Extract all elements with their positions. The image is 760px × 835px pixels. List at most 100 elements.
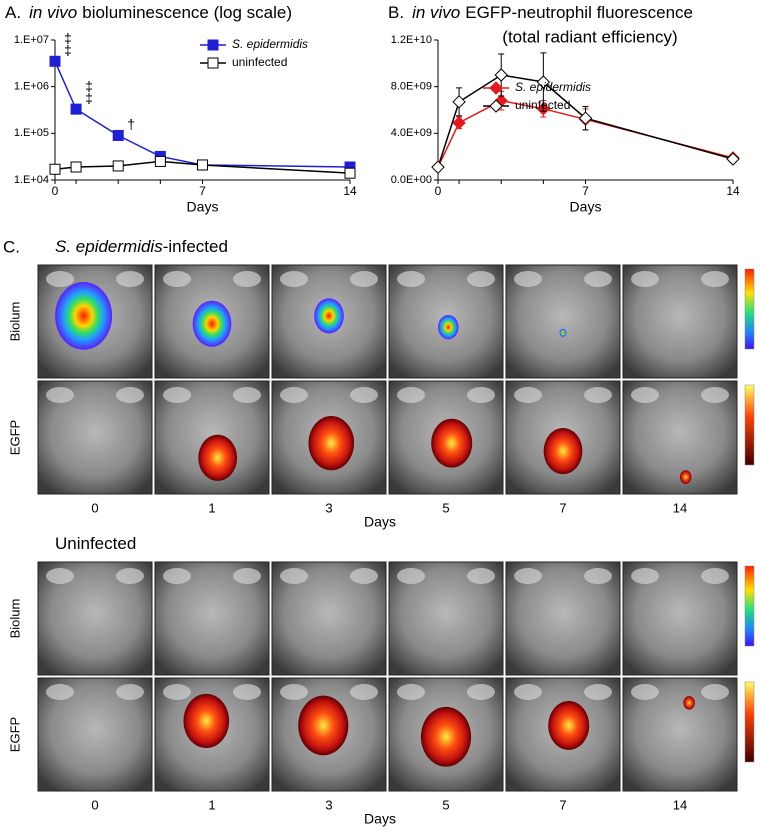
data-point bbox=[494, 68, 508, 82]
ear bbox=[397, 568, 425, 584]
day-label: 3 bbox=[325, 500, 332, 515]
ear bbox=[701, 387, 729, 403]
y-tick-label: 1.E+04 bbox=[14, 174, 49, 186]
day-label: 1 bbox=[208, 500, 215, 515]
signal-overlay bbox=[680, 470, 692, 484]
day-label: 7 bbox=[559, 797, 566, 812]
ear bbox=[467, 387, 495, 403]
ear bbox=[233, 684, 261, 700]
legend-label: uninfected bbox=[515, 98, 570, 112]
title-text: EGFP-neutrophil fluorescence bbox=[465, 3, 693, 22]
day-label: 5 bbox=[442, 797, 449, 812]
ear bbox=[584, 387, 612, 403]
ear bbox=[397, 684, 425, 700]
row-label: EGFP bbox=[7, 420, 22, 455]
x-tick-label: 0 bbox=[435, 184, 442, 198]
x-tick-label: 0 bbox=[52, 184, 59, 198]
row-label: Biolum bbox=[7, 599, 22, 639]
ear bbox=[116, 271, 144, 287]
legend-marker bbox=[207, 57, 219, 69]
ear bbox=[163, 684, 191, 700]
x-tick-label: 14 bbox=[726, 184, 740, 198]
signal-overlay bbox=[420, 706, 472, 767]
ear bbox=[631, 271, 659, 287]
y-tick-label: 8.0E+09 bbox=[391, 81, 432, 93]
signal-overlay bbox=[314, 298, 344, 334]
ear bbox=[350, 568, 378, 584]
legend-label: S. epidermidis bbox=[515, 80, 591, 94]
ear bbox=[350, 387, 378, 403]
signal-overlay bbox=[431, 418, 473, 468]
annotation: ‡ bbox=[64, 42, 72, 58]
ear bbox=[280, 684, 308, 700]
day-label: 3 bbox=[325, 797, 332, 812]
data-point bbox=[431, 160, 445, 174]
data-point bbox=[70, 161, 82, 173]
signal-overlay bbox=[192, 300, 232, 347]
ear bbox=[233, 387, 261, 403]
ear bbox=[514, 684, 542, 700]
group-title-text: Uninfected bbox=[55, 534, 136, 553]
data-point bbox=[70, 103, 82, 115]
ear bbox=[514, 568, 542, 584]
legend-label: uninfected bbox=[232, 55, 287, 69]
data-point bbox=[452, 116, 466, 130]
day-label: 0 bbox=[91, 500, 98, 515]
color-scale bbox=[744, 268, 755, 350]
x-axis-title: Days bbox=[364, 514, 396, 530]
group-title-italic: S. epidermidis bbox=[55, 237, 163, 256]
data-point bbox=[344, 167, 356, 179]
signal-overlay bbox=[298, 695, 349, 756]
chart-title: A. in vivo bioluminescence (log scale) bbox=[5, 3, 292, 22]
title-italic: in vivo bbox=[29, 3, 77, 22]
data-point bbox=[578, 111, 593, 125]
signal-overlay bbox=[55, 281, 113, 350]
color-scale bbox=[744, 681, 755, 763]
data-point bbox=[112, 160, 124, 172]
data-point bbox=[112, 129, 124, 141]
ear bbox=[584, 684, 612, 700]
annotation: ‡ bbox=[85, 90, 93, 106]
ear bbox=[233, 271, 261, 287]
panel-label: A. bbox=[5, 3, 21, 22]
y-tick-label: 0.0E+00 bbox=[391, 174, 432, 186]
title-italic: in vivo bbox=[412, 3, 460, 22]
day-label: 5 bbox=[442, 500, 449, 515]
group-title: S. epidermidis-infected bbox=[55, 237, 228, 256]
data-point bbox=[536, 75, 551, 89]
ear bbox=[116, 568, 144, 584]
title-text: bioluminescence (log scale) bbox=[82, 3, 292, 22]
ear bbox=[46, 568, 74, 584]
ear bbox=[350, 684, 378, 700]
data-point bbox=[452, 95, 466, 109]
panel-label: B. bbox=[388, 3, 404, 22]
signal-overlay bbox=[559, 328, 567, 337]
ear bbox=[631, 387, 659, 403]
ear bbox=[631, 568, 659, 584]
ear bbox=[631, 684, 659, 700]
x-tick-label: 7 bbox=[199, 184, 206, 198]
signal-overlay bbox=[683, 696, 695, 710]
group-title: Uninfected bbox=[55, 534, 136, 553]
day-label: 1 bbox=[208, 797, 215, 812]
panel-label: C. bbox=[3, 237, 20, 256]
legend-marker bbox=[489, 99, 503, 113]
x-axis-title: Days bbox=[187, 199, 219, 215]
ear bbox=[467, 568, 495, 584]
ear bbox=[467, 271, 495, 287]
ear bbox=[701, 684, 729, 700]
ear bbox=[701, 271, 729, 287]
ear bbox=[514, 387, 542, 403]
color-scale bbox=[744, 384, 755, 466]
series-line bbox=[54, 60, 351, 168]
ear bbox=[163, 387, 191, 403]
ear bbox=[163, 568, 191, 584]
x-axis-title: Days bbox=[570, 199, 602, 215]
ear bbox=[46, 387, 74, 403]
color-scale bbox=[744, 565, 755, 647]
y-tick-label: 1.E+05 bbox=[14, 127, 49, 139]
ear bbox=[397, 387, 425, 403]
day-label: 14 bbox=[673, 500, 687, 515]
ear bbox=[584, 271, 612, 287]
